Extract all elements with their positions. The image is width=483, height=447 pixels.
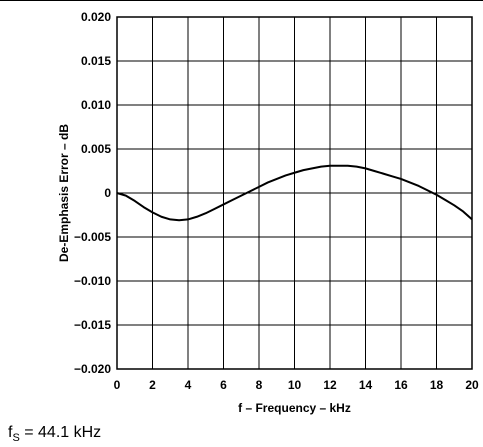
x-tick-label: 20: [465, 378, 479, 392]
sampling-frequency-note: fS = 44.1 kHz: [8, 424, 101, 444]
y-tick-label: −0.010: [74, 274, 111, 288]
x-tick-label: 10: [288, 378, 302, 392]
y-tick-label: −0.005: [74, 230, 111, 244]
y-tick-label: 0.015: [81, 54, 111, 68]
x-tick-label: 0: [114, 378, 121, 392]
grid: [117, 17, 472, 369]
note-subscript: S: [12, 432, 20, 445]
x-tick-label: 2: [149, 378, 156, 392]
x-tick-label: 18: [430, 378, 444, 392]
series-group: [116, 164, 473, 222]
x-axis-title: f – Frequency – kHz: [238, 401, 351, 415]
y-tick-label: 0: [104, 186, 111, 200]
x-tick-label: 12: [323, 378, 337, 392]
x-tick-label: 4: [185, 378, 192, 392]
x-tick-label: 16: [394, 378, 408, 392]
y-tick-label: −0.020: [74, 362, 111, 376]
x-tick-label: 8: [256, 378, 263, 392]
x-tick-label: 14: [359, 378, 373, 392]
top-rule: [0, 0, 483, 1]
de-emphasis-error-chart: 0.020 0.015 0.010 0.005 0 −0.005 −0.010 −0.015 −…: [57, 10, 479, 415]
y-tick-label: 0.010: [81, 98, 111, 112]
y-tick-labels: 0.020 0.015 0.010 0.005 0 −0.005 −0.010 −0.015 −…: [74, 10, 111, 376]
y-tick-label: 0.005: [81, 142, 111, 156]
y-axis-title: De-Emphasis Error – dB: [57, 124, 71, 262]
y-tick-label: 0.020: [81, 10, 111, 24]
x-tick-label: 6: [220, 378, 227, 392]
x-tick-labels: 0 2 4 6 8 10 12 14 16 18 20: [114, 378, 479, 392]
plot-frame: [116, 16, 473, 370]
series-line: [116, 164, 473, 222]
y-tick-label: −0.015: [74, 318, 111, 332]
note-text: = 44.1 kHz: [19, 424, 102, 441]
note-prefix: f: [8, 424, 13, 441]
